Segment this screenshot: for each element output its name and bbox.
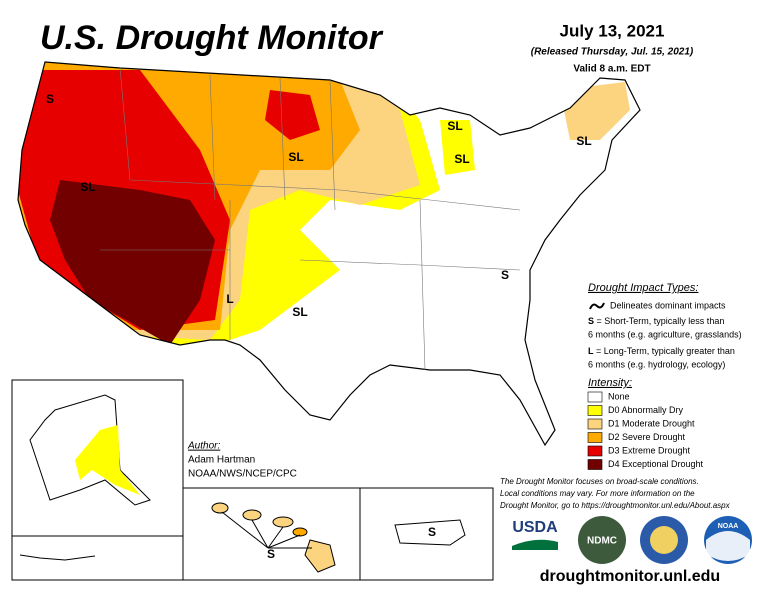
url: droughtmonitor.unl.edu [540,568,720,585]
impact-label: S [46,92,54,106]
intensity-swatch [587,391,603,403]
noaa-text: NOAA [718,523,739,530]
impact-label: SL [80,180,95,194]
long-term-text: 6 months (e.g. hydrology, ecology) [588,359,725,369]
released: (Released Thursday, Jul. 15, 2021) [531,47,694,58]
pr-impact-label: S [428,525,436,539]
impact-label: SL [292,305,307,319]
noaa-wave [706,531,750,561]
impact-label: SL [447,119,462,133]
intensity-swatch [587,432,603,443]
disclaimer-line: Drought Monitor, go to https://droughtmo… [500,501,731,510]
long-term: L = Long-Term, typically greater than [588,346,735,356]
disclaimer-line: The Drought Monitor focuses on broad-sca… [500,477,699,486]
disclaimer: The Drought Monitor focuses on broad-sca… [500,477,731,510]
disclaimer-line: Local conditions may vary. For more info… [500,489,695,498]
state-borders [100,67,521,371]
valid: Valid 8 a.m. EDT [573,64,650,75]
short-term-key: S [588,316,594,326]
intensity-title: Intensity: [588,377,632,389]
conus-map [17,61,641,447]
short-term-text: = Short-Term, typically less than [597,316,725,326]
hawaii-impact-label: S [267,547,275,561]
area-d3-north [265,90,320,140]
impact-label: S [501,268,509,282]
impact-label: SL [454,152,469,166]
intensity-swatch [587,405,603,416]
usda-text: USDA [512,519,558,536]
impact-line-symbol [589,302,605,310]
aleutians [19,554,96,561]
impact-label: SL [288,150,303,164]
alaska-d0 [75,425,140,495]
impact-labels: S SL L SL SL SL SL SL S [46,92,592,319]
intensity-label: D4 Exceptional Drought [608,459,704,469]
usda-swoosh [512,539,558,550]
puerto-rico-box [359,487,494,581]
long-term-key: L [588,346,594,356]
hawaii-box [182,487,361,581]
intensity-label: D1 Moderate Drought [608,418,695,428]
area-d4 [50,180,215,345]
intensity-swatch [587,459,603,470]
short-term: S = Short-Term, typically less than [588,316,724,326]
author-org: NOAA/NWS/NCEP/CPC [188,469,297,480]
intensity-label: D3 Extreme Drought [608,445,691,455]
intensity-swatch [587,418,603,430]
ndmc-logo [578,516,626,564]
intensity-label: None [608,391,630,401]
impact-label: L [226,292,233,306]
author-heading: Author: [187,441,220,452]
ndmc-text: NDMC [587,536,617,547]
puerto-rico [394,519,466,546]
title: U.S. Drought Monitor [40,19,384,57]
impact-title: Drought Impact Types: [588,282,698,294]
us-border [17,61,641,447]
impact-label: SL [576,134,591,148]
intensity-swatch [587,445,603,457]
intensity-legend: None D0 Abnormally Dry D1 Moderate Drought… [587,391,704,470]
impact-line-note: Delineates dominant impacts [610,300,726,310]
intensity-label: D0 Abnormally Dry [608,405,684,415]
area-mi-d0 [440,120,475,175]
date: July 13, 2021 [560,21,665,40]
commerce-seal-center [650,526,678,554]
author-name: Adam Hartman [188,455,255,466]
drought-areas [18,62,630,350]
hawaii [211,502,336,573]
intensity-label: D2 Severe Drought [608,432,686,442]
long-term-text: = Long-Term, typically greater than [596,346,735,356]
short-term-text: 6 months (e.g. agriculture, grasslands) [588,329,742,339]
